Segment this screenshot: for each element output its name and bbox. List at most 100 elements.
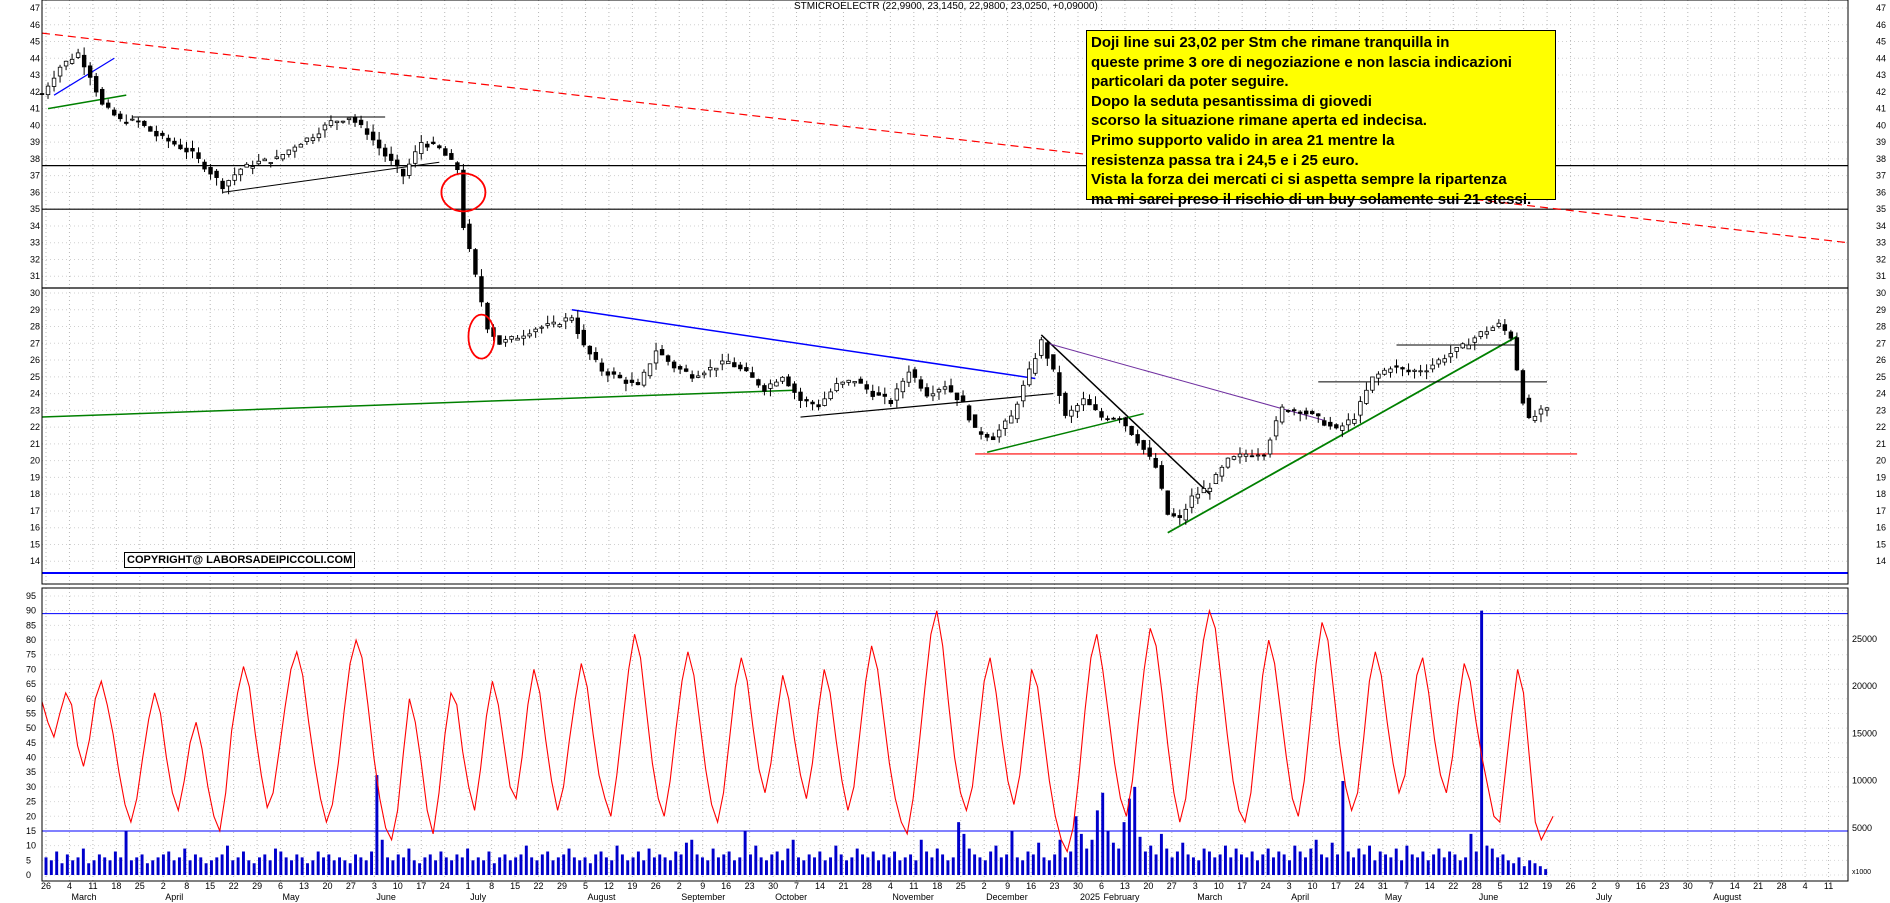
- price-y-tick-label-right: 34: [1876, 221, 1886, 231]
- price-y-tick-label-left: 29: [30, 305, 40, 315]
- note-line: Dopo la seduta pesantissima di giovedi: [1091, 92, 1372, 110]
- candle-body: [822, 398, 827, 406]
- candle-body: [1177, 515, 1182, 518]
- volume-y-tick-label: 5000: [1852, 823, 1872, 833]
- candle-body: [659, 349, 665, 356]
- candle-body: [503, 339, 508, 343]
- candle-body: [1394, 365, 1399, 368]
- candle-body: [280, 154, 286, 160]
- candle-body: [978, 431, 984, 435]
- osc-y-tick-label: 30: [26, 782, 36, 792]
- x-month-tick-label: July: [470, 892, 487, 902]
- trend-line: [571, 309, 1036, 380]
- candle-body: [587, 345, 593, 355]
- price-y-tick-label-right: 15: [1876, 539, 1886, 549]
- candle-body: [87, 65, 93, 78]
- candle-body: [966, 405, 972, 421]
- x-day-tick-label: 26: [651, 881, 661, 891]
- price-y-tick-label-right: 20: [1876, 456, 1886, 466]
- x-day-tick-label: 22: [534, 881, 544, 891]
- price-y-tick-label-left: 44: [30, 53, 40, 63]
- x-day-tick-label: 18: [932, 881, 942, 891]
- candle-body: [563, 317, 568, 322]
- candle-body: [1105, 418, 1110, 421]
- note-line: ma mi sarei preso il rischio di un buy s…: [1091, 190, 1532, 208]
- candle-body: [1069, 409, 1074, 417]
- candle-body: [1370, 376, 1375, 391]
- candle-body: [1496, 322, 1502, 327]
- note-line: Primo supporto valido in area 21 mentre …: [1091, 131, 1395, 149]
- candle-body: [828, 391, 833, 400]
- x-month-tick-label: October: [775, 892, 807, 902]
- osc-y-tick-label: 75: [26, 650, 36, 660]
- x-day-tick-label: 9: [1005, 881, 1010, 891]
- x-day-tick-label: 12: [604, 881, 614, 891]
- candle-body: [1255, 454, 1261, 457]
- candle-body: [250, 166, 255, 169]
- x-day-tick-label: 11: [909, 881, 918, 891]
- price-y-tick-label-left: 42: [30, 87, 40, 97]
- candle-body: [1484, 331, 1490, 335]
- price-y-tick-label-right: 19: [1876, 472, 1886, 482]
- x-day-tick-label: 29: [252, 881, 262, 891]
- osc-y-tick-label: 40: [26, 753, 36, 763]
- candle-body: [220, 180, 225, 190]
- x-day-tick-label: 14: [1425, 881, 1435, 891]
- candle-body: [1075, 405, 1080, 412]
- candle-body: [1201, 488, 1207, 494]
- x-day-tick-label: 2: [161, 881, 166, 891]
- candle-body: [334, 120, 340, 124]
- osc-y-tick-label: 0: [26, 870, 31, 880]
- candle-body: [509, 336, 514, 340]
- candle-body: [310, 137, 316, 141]
- candle-body: [515, 337, 520, 341]
- candle-body: [461, 169, 466, 228]
- candle-body: [894, 388, 900, 401]
- price-y-tick-label-right: 21: [1876, 439, 1886, 449]
- candle-body: [1418, 370, 1423, 373]
- candle-body: [1093, 404, 1098, 411]
- x-day-tick-label: 19: [1542, 881, 1552, 891]
- candle-body: [1297, 411, 1303, 414]
- candle-body: [551, 321, 556, 325]
- price-y-tick-label-right: 24: [1876, 389, 1886, 399]
- candle-body: [1009, 415, 1014, 424]
- candle-body: [202, 161, 207, 170]
- candle-body: [1291, 409, 1297, 412]
- x-day-tick-label: 5: [583, 881, 588, 891]
- candle-body: [1027, 368, 1032, 386]
- candle-body: [1490, 327, 1496, 331]
- candle-body: [124, 121, 129, 124]
- candle-body: [238, 168, 243, 176]
- x-day-tick-label: 30: [1073, 881, 1083, 891]
- candle-body: [599, 362, 605, 372]
- x-month-tick-label: April: [1291, 892, 1309, 902]
- price-y-tick-label-left: 26: [30, 355, 40, 365]
- x-day-tick-label: 13: [1120, 881, 1130, 891]
- x-month-tick-label: July: [1596, 892, 1613, 902]
- x-day-tick-label: 19: [627, 881, 637, 891]
- gap-circle-marker: [467, 313, 496, 360]
- candle-body: [57, 66, 63, 77]
- candle-body: [786, 376, 791, 387]
- candle-body: [1502, 324, 1508, 331]
- price-y-tick-label-left: 46: [30, 20, 40, 30]
- y-axis-ticks: 14 14 15 15 16 16 17 17 18 18 19 19 20 20 21 21 22 22 23 23…: [26, 3, 1886, 880]
- note-line: resistenza passa tra i 24,5 e i 25 euro.: [1091, 151, 1359, 169]
- candle-body: [792, 383, 797, 393]
- x-month-tick-label: April: [165, 892, 183, 902]
- x-day-tick-label: 3: [1193, 881, 1198, 891]
- candle-body: [1267, 439, 1273, 455]
- x-day-tick-label: 4: [888, 881, 893, 891]
- candle-body: [545, 323, 550, 326]
- price-y-tick-label-right: 40: [1876, 120, 1886, 130]
- osc-y-tick-label: 45: [26, 738, 36, 748]
- candle-body: [1141, 440, 1146, 450]
- x-day-tick-label: 15: [205, 881, 215, 891]
- x-day-tick-label: 10: [1308, 881, 1318, 891]
- price-y-tick-label-left: 14: [30, 556, 40, 566]
- x-month-tick-label: May: [1385, 892, 1403, 902]
- chart-title: STMICROELECTR (22,9900, 23,1450, 22,9800…: [794, 1, 1098, 12]
- candle-body: [1159, 465, 1164, 489]
- price-y-tick-label-left: 27: [30, 338, 40, 348]
